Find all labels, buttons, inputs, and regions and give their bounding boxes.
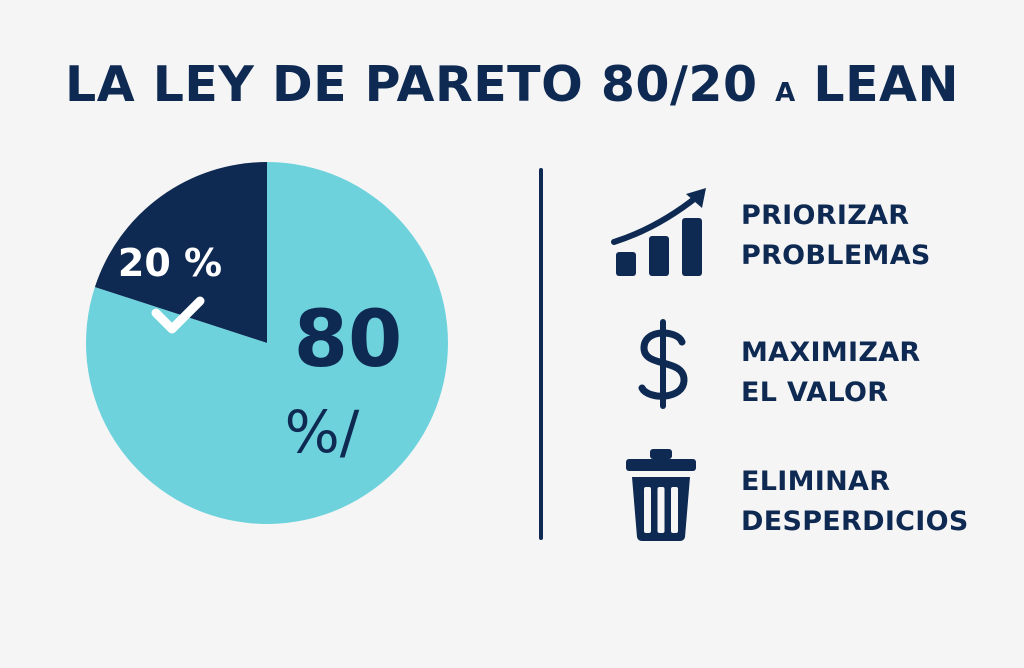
item-maximizar-line1: MAXIMIZAR (741, 337, 921, 368)
pie-slice-80 (86, 162, 448, 524)
item-priorizar-label: PRIORIZAR PROBLEMAS (741, 196, 931, 276)
item-maximizar-label: MAXIMIZAR EL VALOR (741, 333, 921, 413)
bar-chart-trend-icon (611, 188, 706, 276)
pie-label-percent: %/ (285, 398, 360, 466)
trash-icon (626, 449, 696, 541)
check-icon (151, 296, 205, 334)
pie-slice-20 (94, 162, 268, 343)
dollar-icon (638, 319, 688, 409)
title-connector: A (775, 78, 796, 108)
item-eliminar-line1: ELIMINAR (741, 466, 891, 497)
item-eliminar-line2: DESPERDICIOS (741, 506, 969, 537)
pie-label-80: 80 (294, 295, 403, 385)
title-main: LA LEY DE PARETO 80/20 (65, 56, 758, 113)
item-priorizar-line1: PRIORIZAR (741, 200, 910, 231)
pareto-pie-chart: 20 % 80 %/ (86, 162, 448, 524)
title-end: LEAN (813, 56, 959, 113)
item-eliminar-label: ELIMINAR DESPERDICIOS (741, 462, 969, 542)
item-priorizar-line2: PROBLEMAS (741, 240, 931, 271)
pie-label-20: 20 % (118, 241, 222, 285)
item-maximizar-line2: EL VALOR (741, 377, 889, 408)
page-title: LA LEY DE PARETO 80/20 A LEAN (0, 56, 1024, 113)
vertical-divider (539, 168, 543, 540)
